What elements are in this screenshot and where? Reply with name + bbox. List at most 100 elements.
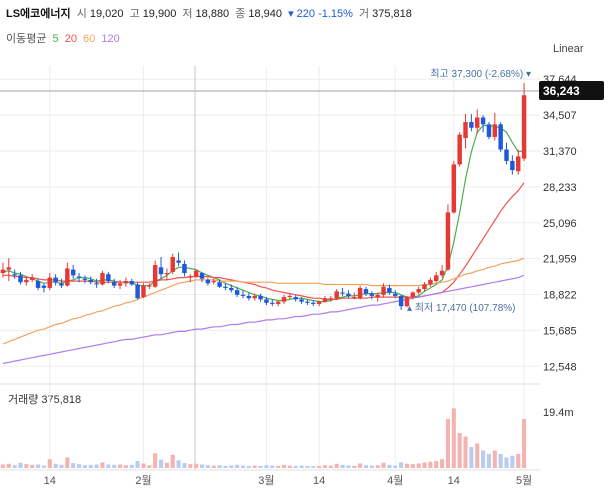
volume-bar	[475, 443, 480, 468]
ma-legend-label: 이동평균	[6, 33, 47, 45]
candle-body	[334, 291, 339, 299]
volume-bar	[422, 462, 427, 468]
volume-bar	[305, 465, 310, 468]
high-value: 19,900	[142, 8, 177, 20]
volume-value: 375,818	[372, 8, 412, 20]
volume-bar	[486, 453, 491, 468]
price-tick-label: 34,507	[543, 110, 577, 122]
candle-body	[480, 117, 486, 125]
low-value: 18,880	[195, 8, 230, 20]
candle-body	[340, 292, 345, 294]
volume-bar	[504, 457, 509, 468]
volume-bar	[53, 463, 58, 468]
volume-bar	[229, 465, 234, 468]
ma-5-label[interactable]: 5	[52, 33, 59, 45]
low-annotation: ▴ 최저 17,470 (107.78%)	[407, 302, 515, 314]
candle-body	[123, 281, 129, 284]
candle-body	[199, 273, 205, 279]
candle-body	[65, 268, 70, 286]
candle-body	[106, 274, 111, 282]
candle-body	[422, 284, 427, 290]
candle-body	[504, 149, 509, 161]
volume-bar	[299, 465, 304, 468]
current-price-label: 36,243	[543, 84, 580, 98]
candle-body	[475, 117, 480, 128]
candle-body	[357, 287, 363, 299]
volume-bar	[445, 418, 450, 468]
candle-body	[451, 164, 457, 213]
candle-body	[457, 134, 462, 165]
candle-body	[346, 293, 351, 296]
volume-bar	[340, 464, 345, 468]
volume-bar	[88, 464, 93, 468]
candle-body	[510, 160, 515, 171]
candle-body	[117, 283, 123, 286]
candle-body	[94, 283, 99, 285]
candle-body	[445, 212, 451, 270]
candle-body	[29, 277, 35, 280]
volume-bar	[311, 466, 316, 468]
candle-body	[18, 275, 23, 283]
candle-body	[47, 277, 52, 288]
candlesticks	[0, 83, 527, 310]
candle-body	[164, 273, 170, 275]
candle-body	[211, 281, 216, 283]
volume-bar	[117, 464, 123, 468]
volume-bar	[47, 459, 52, 468]
scale-mode-button[interactable]: Linear	[553, 43, 584, 55]
volume-label: 거	[359, 8, 370, 20]
ma-120-label[interactable]: 120	[101, 33, 120, 45]
volume-bar	[135, 460, 140, 468]
candle-body	[176, 260, 181, 263]
candle-body	[70, 269, 76, 276]
volume-bar	[281, 464, 287, 468]
ma-20-label[interactable]: 20	[64, 33, 77, 45]
candle-body	[375, 294, 380, 298]
volume-bar	[328, 465, 333, 468]
volume-bar	[164, 462, 169, 468]
volume-bar	[516, 453, 521, 468]
candle-body	[439, 270, 445, 276]
open-value: 19,020	[89, 8, 124, 20]
ma-5-line	[2, 124, 525, 303]
candle-body	[311, 302, 316, 304]
candle-body	[111, 282, 117, 286]
volume-bar	[352, 465, 357, 468]
volume-bar	[141, 463, 146, 468]
volume-bar	[469, 446, 474, 468]
candle-body	[404, 297, 410, 307]
volume-bar	[334, 463, 339, 468]
volume-bar	[18, 462, 23, 468]
volume-bar	[65, 457, 70, 468]
volume-bar	[287, 465, 292, 468]
ma-60-line	[2, 257, 525, 345]
volume-bar	[317, 465, 322, 468]
ma-60-label[interactable]: 60	[83, 33, 96, 45]
candle-body	[205, 279, 211, 284]
stock-name[interactable]: LS에코에너지	[6, 8, 71, 20]
volume-bar	[235, 464, 240, 468]
candle-body	[53, 277, 58, 283]
volume-bar	[71, 463, 76, 468]
time-tick-label: 14	[448, 475, 460, 487]
candle-body	[428, 279, 433, 285]
candle-body	[152, 265, 158, 287]
volume-bar	[59, 464, 64, 468]
candle-body	[299, 299, 304, 302]
time-tick-label: 3월	[258, 474, 274, 487]
candle-body	[182, 263, 187, 274]
volume-bar	[129, 464, 134, 468]
time-tick-label: 2월	[135, 474, 151, 487]
candle-body	[6, 267, 12, 270]
candle-body	[170, 257, 175, 272]
candle-body	[293, 297, 298, 300]
moving-average-legend[interactable]: 이동평균 5 20 60 120	[6, 30, 123, 46]
candle-body	[316, 301, 322, 304]
volume-bar	[82, 465, 87, 468]
candle-body	[492, 124, 498, 137]
candle-body	[59, 283, 64, 286]
candle-body	[88, 279, 93, 283]
volume-panel-label: 거래량	[8, 394, 39, 406]
candle-body	[188, 276, 193, 278]
